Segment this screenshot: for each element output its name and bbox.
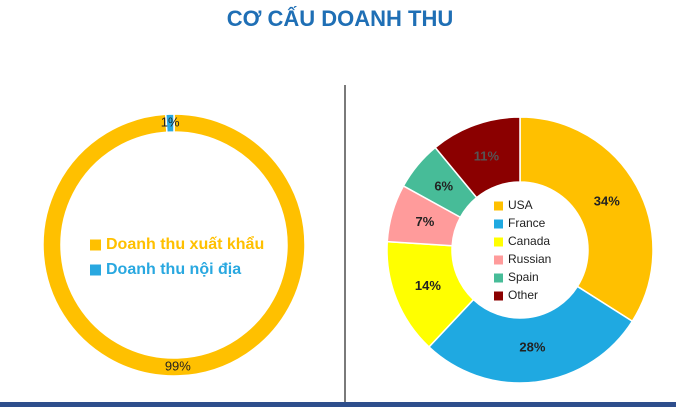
legend-label: Doanh thu nội địa [106, 261, 241, 278]
legend-swatch [90, 239, 101, 251]
legend-swatch [90, 264, 101, 276]
data-label: 28% [519, 340, 545, 355]
data-label: 99% [165, 358, 191, 373]
data-label: 1% [161, 114, 180, 129]
legend-label: USA [508, 198, 533, 212]
donut-slice [434, 116, 521, 199]
legend-swatch [494, 291, 503, 301]
donut-slice [42, 113, 306, 377]
legend-label: Other [508, 288, 538, 302]
legend-swatch [494, 237, 503, 247]
legend-swatch [494, 219, 503, 229]
legend-swatch [494, 255, 503, 265]
legend-label: Spain [508, 270, 539, 284]
legend-label: France [508, 216, 546, 230]
donut-slice [519, 116, 654, 323]
data-label: 7% [416, 214, 435, 229]
data-label: 14% [415, 278, 441, 293]
legend-swatch [494, 201, 503, 211]
data-label: 6% [434, 178, 453, 193]
page-title: CƠ CẤU DOANH THU [227, 6, 454, 31]
bottom-bar [0, 402, 676, 407]
legend-label: Doanh thu xuất khẩu [106, 235, 264, 253]
legend-label: Canada [508, 234, 550, 248]
legend-swatch [494, 273, 503, 283]
data-label: 34% [594, 194, 620, 209]
legend-label: Russian [508, 252, 551, 266]
data-label: 11% [474, 148, 500, 163]
donut-slice [164, 113, 175, 134]
donut-slice [427, 285, 634, 384]
